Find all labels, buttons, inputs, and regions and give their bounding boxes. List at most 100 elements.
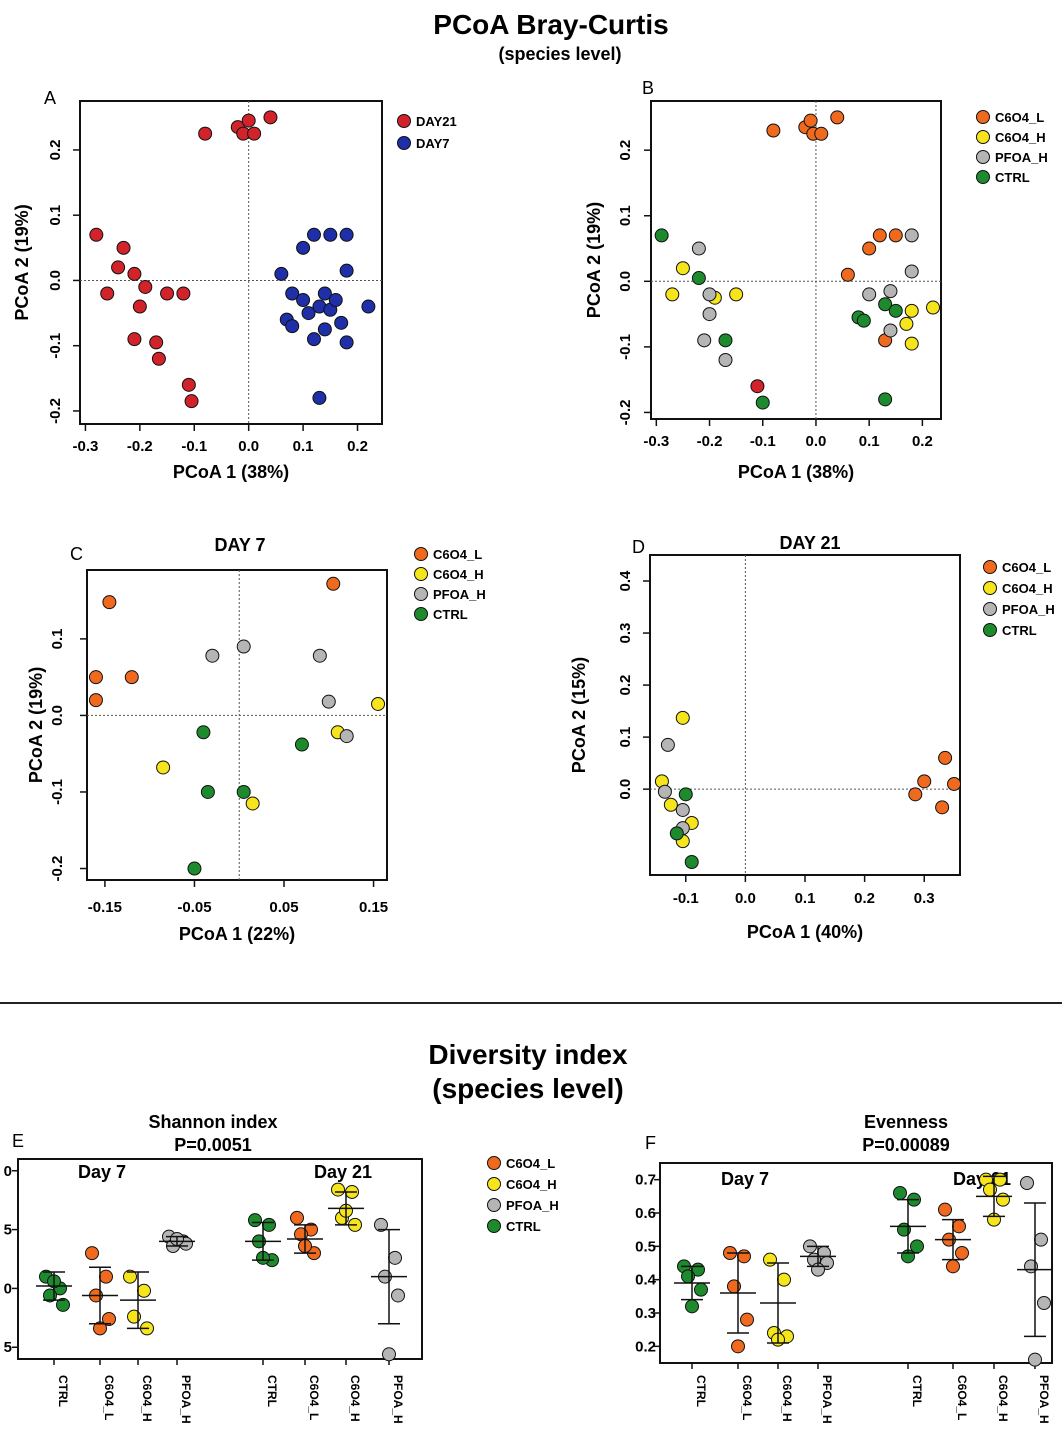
x-tick-label: 0.2: [912, 433, 933, 450]
x-tick-label: -0.1: [673, 890, 699, 907]
legend-label: CTRL: [433, 607, 468, 622]
panel-letter: A: [44, 88, 56, 108]
y-tick-label: 0.4: [635, 1272, 657, 1289]
data-point-c6o4-l: [872, 228, 887, 243]
legend-marker: [983, 560, 997, 574]
data-point-c6o4-l: [88, 670, 103, 685]
legend-marker: [397, 136, 411, 150]
data-point-ctrl: [684, 854, 699, 869]
x-category-label: C6O4_L: [102, 1375, 116, 1420]
data-point-day21: [111, 260, 126, 275]
data-point-c6o4-l: [326, 576, 341, 591]
x-tick-label: 0.2: [347, 438, 368, 455]
y-tick-label: 0.2: [635, 1338, 656, 1355]
data-point-pfoa-h: [374, 1217, 388, 1232]
data-point-day21: [184, 394, 199, 409]
data-point-c6o4-l: [814, 126, 829, 141]
y-tick-label: 5: [4, 1222, 12, 1239]
y-axis-label: PCoA 2 (19%): [584, 202, 604, 318]
x-category-label: C6O4_L: [955, 1375, 969, 1420]
y-axis-label: PCoA 2 (15%): [569, 657, 589, 773]
data-point-c6o4-l: [955, 1246, 969, 1260]
data-point-pfoa-h: [1028, 1352, 1042, 1367]
data-point-pfoa-h: [675, 802, 690, 817]
data-point-day21: [750, 379, 765, 394]
data-point-day7: [317, 286, 332, 301]
data-point-pfoa-h: [321, 694, 336, 709]
panel-e: E Shannon index P=0.0051 Day 7 Day 21 5 0 5 0 CTR…: [4, 1112, 559, 1424]
legend-marker: [414, 547, 428, 561]
legend-label: DAY7: [416, 136, 449, 151]
legend-marker: [397, 114, 411, 128]
y-tick-label: 0.2: [617, 675, 634, 696]
data-point-ctrl: [196, 725, 211, 740]
data-point-day7: [285, 319, 300, 334]
y-tick-label: 0.0: [49, 705, 66, 726]
data-point-day7: [306, 332, 321, 347]
legend-label: C6O4_L: [1002, 560, 1051, 575]
data-point-c6o4-h: [904, 303, 919, 318]
data-point-c6o4-h: [665, 287, 680, 302]
data-point-pfoa-h: [904, 264, 919, 279]
panel-title: DAY 21: [779, 533, 840, 553]
y-tick-label: 0.1: [49, 628, 66, 649]
data-point-day21: [127, 266, 142, 281]
x-category-label: C6O4_H: [780, 1375, 794, 1422]
x-tick-label: 0.3: [914, 890, 935, 907]
legend-marker: [983, 581, 997, 595]
data-point-pfoa-h: [1034, 1232, 1048, 1247]
y-tick-label: 0.2: [47, 140, 64, 161]
data-point-ctrl: [755, 395, 770, 410]
x-category-label: C6O4_H: [140, 1375, 154, 1422]
x-tick-label: 0.1: [293, 438, 314, 455]
y-tick-label: 0.3: [635, 1305, 656, 1322]
x-tick-label: 0.1: [859, 433, 880, 450]
x-tick-label: -0.2: [697, 433, 723, 450]
data-point-c6o4-h: [675, 261, 690, 276]
y-tick-label: 0.7: [635, 1172, 656, 1189]
data-point-c6o4-l: [803, 113, 818, 128]
y-tick-label: 0.0: [617, 271, 634, 292]
x-category-label: CTRL: [265, 1375, 279, 1407]
y-tick-label: 0.1: [617, 727, 634, 748]
data-point-ctrl: [691, 271, 706, 286]
panel-title: Shannon index: [148, 1112, 277, 1132]
legend-marker: [976, 130, 990, 144]
data-point-c6o4-h: [675, 710, 690, 725]
panel-d: D DAY 21 -0.1 0.0 0.1 0.2 0.3 0.0 0.1 0.2 0.3 0.4 PC…: [569, 533, 1055, 942]
data-point-ctrl: [200, 784, 215, 799]
plot-frame: [17, 1158, 423, 1360]
y-tick-label: 0.4: [617, 570, 634, 592]
legend-marker: [983, 602, 997, 616]
data-point-day21: [247, 126, 262, 141]
x-category-label: CTRL: [56, 1375, 70, 1407]
panel-letter: E: [12, 1131, 24, 1151]
data-point-day7: [317, 322, 332, 337]
data-point-c6o4-l: [935, 800, 950, 815]
data-point-day21: [127, 332, 142, 347]
x-tick-label: 0.1: [795, 890, 816, 907]
data-point-day7: [339, 227, 354, 242]
data-point-day21: [89, 227, 104, 242]
data-point-c6o4-h: [137, 1283, 151, 1298]
data-point-day21: [241, 113, 256, 128]
legend-label: C6O4_H: [1002, 581, 1053, 596]
y-tick-label: 0.1: [47, 205, 64, 226]
data-point-c6o4-h: [729, 287, 744, 302]
data-point-c6o4-l: [85, 1246, 99, 1261]
data-point-c6o4-h: [331, 1182, 345, 1197]
legend-marker: [487, 1177, 501, 1191]
panels: A -0.3 -0.2 -0.1 0.0 0.1 0.2 -0.2 -0.1 0.0 0.1 0.2 P…: [4, 78, 1055, 1424]
data-point-c6o4-l: [908, 787, 923, 802]
data-point-day21: [116, 240, 131, 255]
data-point-ctrl: [910, 1239, 924, 1254]
data-point-day7: [323, 227, 338, 242]
legend-marker: [983, 623, 997, 637]
y-tick-label: 0.5: [635, 1238, 656, 1255]
data-point-c6o4-h: [777, 1272, 791, 1287]
legend-label: PFOA_H: [1002, 602, 1055, 617]
legend-marker: [976, 150, 990, 164]
y-tick-label: 0.2: [617, 140, 634, 161]
legend-label: CTRL: [995, 170, 1030, 185]
y-axis-label: PCoA 2 (19%): [26, 667, 46, 783]
